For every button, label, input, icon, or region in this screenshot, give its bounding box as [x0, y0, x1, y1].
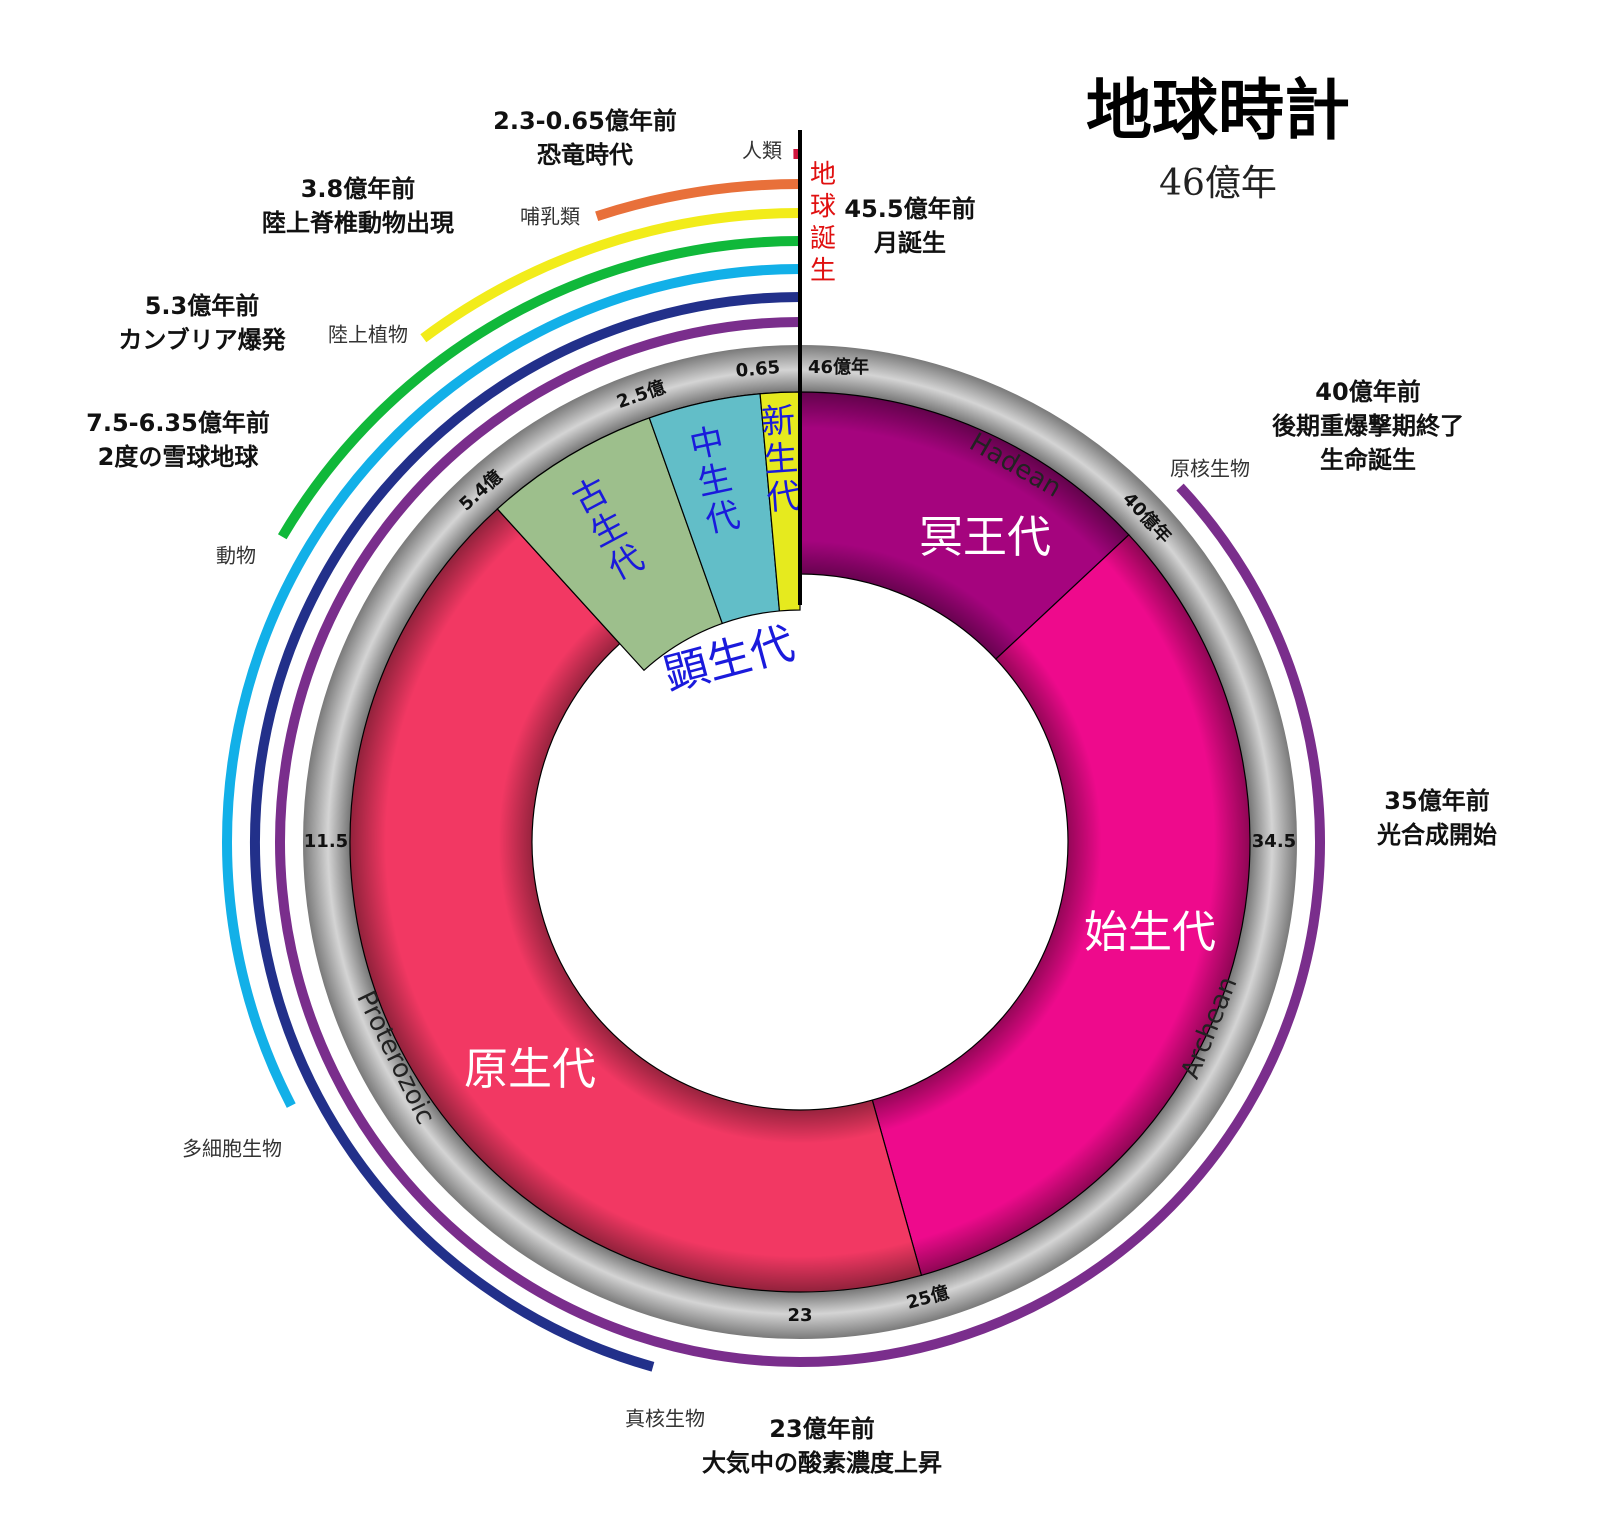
- life-arc: [595, 179, 801, 221]
- event-text: 45.5億年前: [844, 195, 975, 223]
- event-text: 7.5-6.35億年前: [86, 409, 270, 437]
- event-text: 3.8億年前: [301, 175, 416, 203]
- life-label: 哺乳類: [520, 205, 580, 229]
- title: 地球時計: [1086, 71, 1350, 149]
- event-text: 2.3-0.65億年前: [493, 107, 677, 135]
- event-text: カンブリア爆発: [118, 326, 286, 354]
- life-arc: [277, 236, 801, 540]
- event-text: 大気中の酸素濃度上昇: [702, 1449, 942, 1477]
- event-text: 生命誕生: [1320, 446, 1416, 474]
- event-text: 光合成開始: [1376, 821, 1497, 849]
- event-text: 40億年前: [1315, 378, 1420, 406]
- ring-tick-label: 23: [787, 1305, 812, 1326]
- era-segment: [759, 391, 801, 612]
- eon-name: 冥王代: [919, 512, 1051, 563]
- eon-name: 原生代: [464, 1044, 596, 1095]
- ring-tick-label: 11.5: [304, 831, 348, 852]
- event-text: 35億年前: [1384, 787, 1489, 815]
- life-label: 多細胞生物: [182, 1137, 282, 1161]
- life-arc: [250, 292, 801, 1372]
- life-label: 陸上植物: [328, 323, 408, 347]
- eon-name: 始生代: [1084, 907, 1216, 958]
- origin-label: 地球誕生: [806, 160, 836, 288]
- clock: 冥王代始生代原生代顕生代HadeanArcheanProterozoic古生代中…: [86, 107, 1497, 1477]
- life-arc: [275, 317, 1325, 1367]
- era-name: 新生代: [754, 402, 802, 519]
- event-text: 陸上脊椎動物出現: [262, 209, 454, 237]
- event-text: 恐竜時代: [537, 141, 633, 169]
- life-label: 人類: [742, 139, 782, 163]
- eon-shading: [350, 392, 1251, 1292]
- life-label: 動物: [216, 544, 256, 568]
- event-text: 後期重爆撃期終了: [1272, 412, 1464, 440]
- event-text: 2度の雪球地球: [98, 443, 260, 471]
- event-text: 月誕生: [873, 229, 946, 257]
- life-arc: [222, 264, 801, 1108]
- life-arc: [420, 208, 801, 343]
- ring-tick-label: 0.65: [735, 357, 781, 382]
- subtitle: 46億年: [1159, 163, 1277, 204]
- ring-tick-label: 34.5: [1252, 831, 1296, 852]
- life-label: 原核生物: [1170, 457, 1250, 481]
- event-text: 23億年前: [769, 1415, 874, 1443]
- event-text: 5.3億年前: [145, 292, 260, 320]
- ring-tick-label: 46億年: [808, 356, 869, 378]
- life-label: 真核生物: [625, 1407, 705, 1431]
